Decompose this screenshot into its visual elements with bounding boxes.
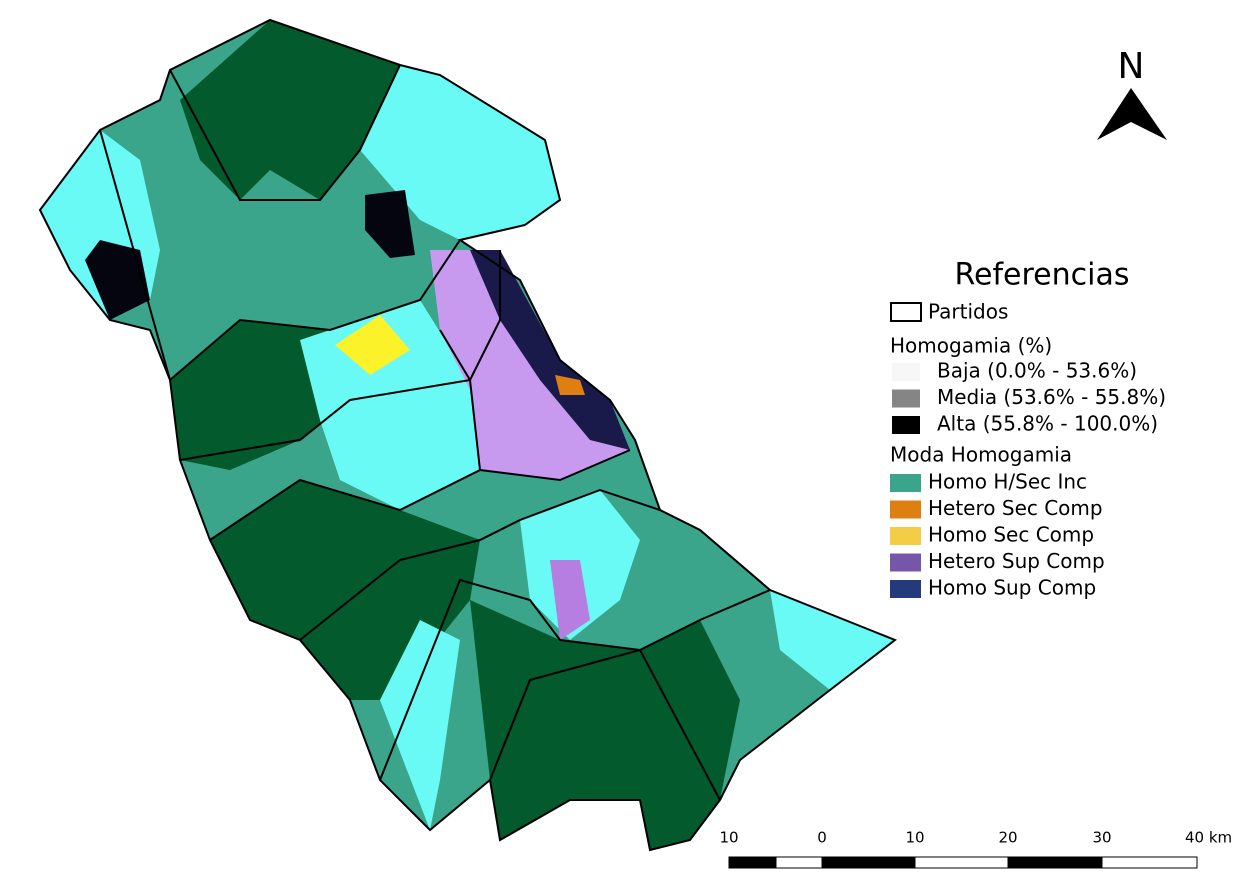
legend-label: Baja (0.0% - 53.6%) <box>937 359 1137 383</box>
scale-bar: 10 0 10 20 30 40 km <box>719 829 1232 869</box>
scale-label: 0 <box>817 829 827 847</box>
scale-segment <box>914 856 1009 869</box>
legend-label: Homo H/Sec Inc <box>928 470 1087 494</box>
region-cyan <box>770 590 895 690</box>
region-dark <box>470 600 740 850</box>
region-black <box>85 240 150 320</box>
partido-boundary <box>169 64 401 201</box>
legend-label: Partidos <box>928 300 1008 324</box>
region-dark <box>180 20 400 200</box>
legend-swatch <box>890 553 921 572</box>
region-yellow <box>335 315 410 375</box>
legend-label: Media (53.6% - 55.8%) <box>937 385 1166 409</box>
legend-title: Referencias <box>955 258 1130 293</box>
scale-segment <box>775 856 823 869</box>
partido-boundary <box>479 449 631 482</box>
partido-boundary <box>439 250 501 383</box>
partido-boundary <box>379 578 771 781</box>
scale-label: 40 km <box>1185 829 1232 847</box>
legend-swatch <box>892 389 920 408</box>
legend-swatch <box>890 500 921 519</box>
legend-label: Alta (55.8% - 100.0%) <box>937 412 1158 436</box>
north-arrow: N <box>1097 46 1167 140</box>
legend-label: Homo Sec Comp <box>928 523 1094 547</box>
legend-items: Baja (0.0% - 53.6%)Media (53.6% - 55.8%)… <box>890 359 1166 600</box>
scale-label: 30 <box>1092 829 1111 847</box>
region-cyan <box>360 65 560 240</box>
north-arrow-shape <box>1097 88 1167 140</box>
legend-swatch <box>890 527 921 545</box>
legend-label: Homo Sup Comp <box>928 576 1096 600</box>
region-purple <box>550 560 590 640</box>
partido-boundary <box>99 129 461 382</box>
scale-label: 20 <box>998 829 1017 847</box>
legend-swatch <box>892 416 920 434</box>
region-cyan <box>380 620 460 830</box>
legend-label: Hetero Sup Comp <box>928 549 1105 573</box>
scale-segment <box>821 856 916 869</box>
scale-segment <box>728 856 777 869</box>
partido-boundary <box>489 648 721 801</box>
legend-swatch <box>890 580 921 598</box>
north-label: N <box>1118 46 1145 87</box>
legend-group-title: Homogamia (%) <box>890 334 1052 358</box>
legend: Referencias Partidos Homogamia (%) Moda … <box>890 258 1166 600</box>
map <box>38 18 898 852</box>
legend-label: Hetero Sec Comp <box>928 496 1103 520</box>
scale-segment <box>1101 856 1198 869</box>
legend-swatch <box>890 474 921 492</box>
partido-boundary <box>179 378 482 541</box>
legend-swatch <box>892 363 920 381</box>
scale-label: 10 <box>719 829 738 847</box>
region-orange <box>555 375 585 395</box>
partido-boundaries <box>38 18 898 852</box>
legend-group-title: Moda Homogamia <box>890 443 1072 467</box>
region-black <box>365 190 415 258</box>
region-navy <box>470 250 630 450</box>
legend-swatch <box>890 302 922 322</box>
partido-boundary <box>299 488 661 641</box>
scale-label: 10 <box>905 829 924 847</box>
scale-segment <box>1007 856 1103 869</box>
